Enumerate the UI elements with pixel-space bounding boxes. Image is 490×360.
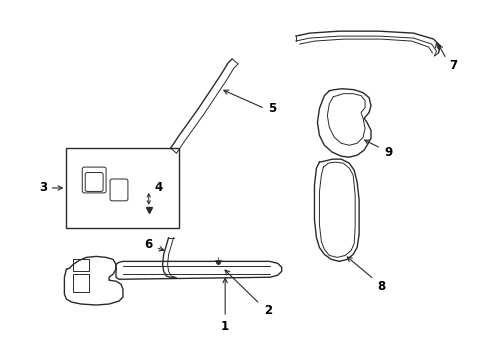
Text: 9: 9 [385, 146, 393, 159]
Text: 8: 8 [377, 280, 385, 293]
Text: 6: 6 [145, 238, 153, 251]
Text: 4: 4 [154, 181, 163, 194]
Text: 3: 3 [40, 181, 48, 194]
Bar [74, 274, 89, 292]
Text: 5: 5 [268, 102, 276, 115]
Bar [74, 260, 89, 271]
Text: 1: 1 [221, 320, 229, 333]
Text: 7: 7 [449, 59, 458, 72]
Text: 2: 2 [264, 305, 272, 318]
Bar [66, 148, 178, 228]
